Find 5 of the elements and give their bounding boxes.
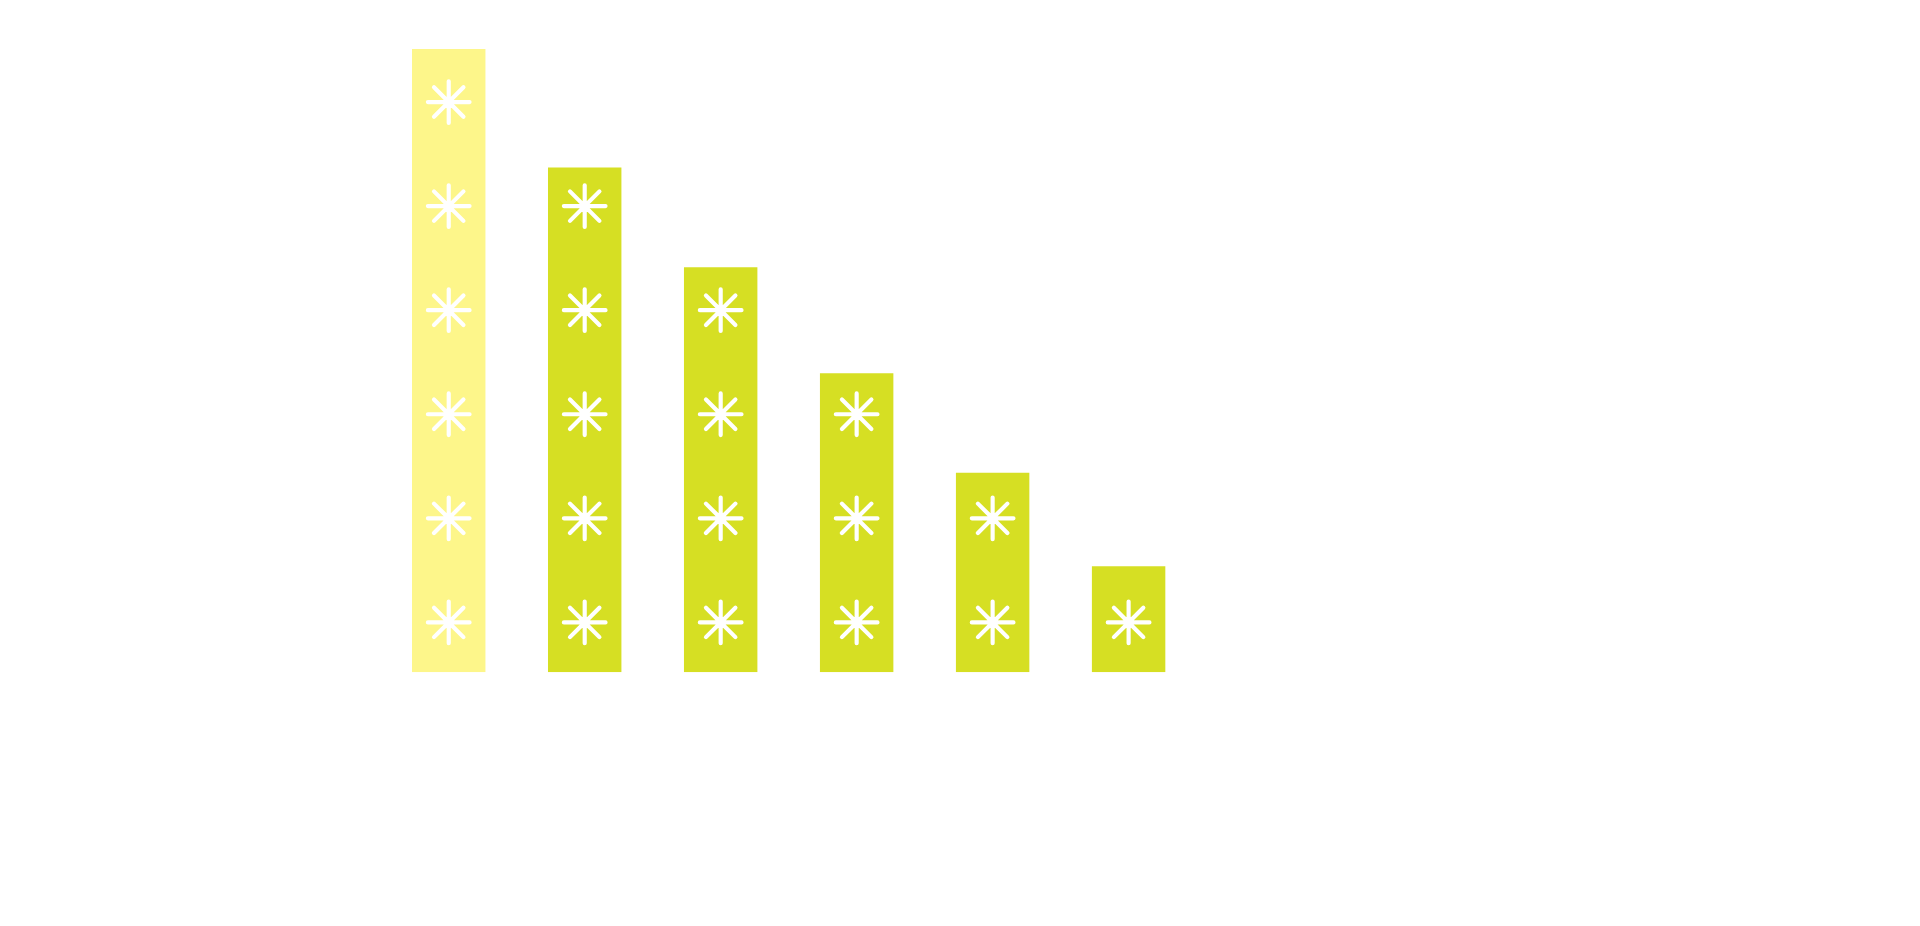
bar: [1091, 566, 1166, 673]
bar: [412, 49, 486, 673]
bar: [683, 267, 758, 673]
bar: [955, 472, 1030, 673]
bar: [547, 167, 622, 673]
